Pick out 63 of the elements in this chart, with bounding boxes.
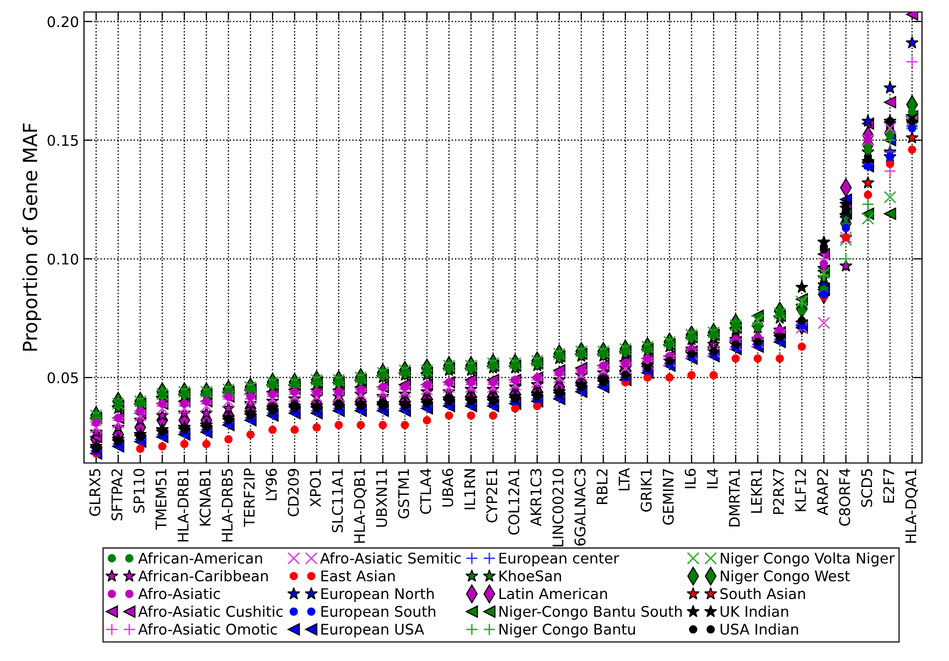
x-tick-label: CYP2E1 <box>486 469 498 522</box>
x-tick-label: AKR1C3 <box>530 469 542 526</box>
x-tick-label: SLC11A1 <box>332 469 343 532</box>
x-tick-label: LEKR1 <box>751 469 762 513</box>
x-tick-label: GLRX5 <box>89 469 100 516</box>
legend-label: Afro-Asiatic <box>138 588 220 600</box>
legend-label: UK Indian <box>720 606 788 617</box>
legend-label: European South <box>321 606 436 620</box>
x-tick-label: 6GALNAC3 <box>574 469 586 546</box>
x-tick-label: E2F7 <box>883 469 894 503</box>
x-tick-label: HLA-DQB1 <box>354 469 367 543</box>
x-tick-label: COL12A1 <box>508 469 520 535</box>
legend-label: Niger Congo Volta Niger <box>720 552 895 566</box>
legend-label: African-Caribbean <box>138 570 268 582</box>
x-tick-label: LINC00210 <box>552 468 564 546</box>
legend-label: European center <box>500 552 620 566</box>
legend-label: European USA <box>321 624 424 638</box>
x-tick-label: CD209 <box>288 468 299 516</box>
legend-label: East Asian <box>321 570 395 582</box>
x-tick-label: GRIK1 <box>640 469 652 512</box>
x-tick-label: SP110 <box>133 468 144 513</box>
legend-label: KhoeSan <box>500 570 561 582</box>
legend-label: Niger-Congo Bantu South <box>500 606 682 620</box>
x-tick-label: DMRTA1 <box>729 469 740 526</box>
x-tick-label: HLA-DRB5 <box>222 469 233 542</box>
x-tick-label: KLF12 <box>795 469 806 512</box>
x-tick-label: IL4 <box>706 468 718 488</box>
y-tick-label: 0.05 <box>48 372 78 384</box>
x-tick-label: CTLA4 <box>420 468 432 514</box>
legend-label: Afro-Asiatic Cushitic <box>138 606 283 617</box>
x-tick-label: ARAP2 <box>817 469 828 516</box>
x-tick-label: RBL2 <box>596 469 608 504</box>
y-tick-label: 0.10 <box>48 254 78 265</box>
x-tick-label: UBXN11 <box>376 469 388 527</box>
y-axis-title: Proportion of Gene MAF <box>22 124 42 351</box>
legend-label: Niger Congo Bantu <box>500 623 635 638</box>
legend-label: Latin American <box>500 588 607 600</box>
x-tick-label: IL6 <box>684 468 696 488</box>
x-tick-label: C8ORF4 <box>839 468 850 526</box>
legend-label: Afro-Asiatic Omotic <box>138 623 277 635</box>
x-tick-label: SCD5 <box>861 469 872 507</box>
x-tick-label: GEMIN7 <box>662 469 674 525</box>
y-tick-label: 0.15 <box>48 134 78 146</box>
legend-label: Afro-Asiatic Semitic <box>320 552 461 564</box>
x-tick-label: LY96 <box>266 468 277 500</box>
x-tick-label: UBA6 <box>442 468 454 507</box>
x-tick-label: TMEM51 <box>156 469 167 530</box>
x-tick-label: IL1RN <box>464 469 476 510</box>
legend-label: South Asian <box>720 588 805 600</box>
x-tick-label: HLA-DRB1 <box>178 469 188 542</box>
x-tick-label: GSTM1 <box>398 469 410 518</box>
x-tick-label: SFTPA2 <box>111 469 122 520</box>
x-tick-label: P2RX7 <box>772 469 784 514</box>
x-tick-label: HLA-DQA1 <box>905 469 918 543</box>
legend-label: European North <box>321 588 434 602</box>
legend-label: USA Indian <box>720 623 798 635</box>
x-tick-label: KCNAB1 <box>200 469 211 526</box>
x-tick-label: TERF2IP <box>244 468 255 527</box>
legend-label: African-American <box>138 552 262 564</box>
legend-label: Niger Congo West <box>720 570 850 584</box>
y-tick-label: 0.20 <box>48 16 78 28</box>
x-tick-label: LTA <box>618 468 630 490</box>
x-tick-label: XPO1 <box>310 469 321 507</box>
